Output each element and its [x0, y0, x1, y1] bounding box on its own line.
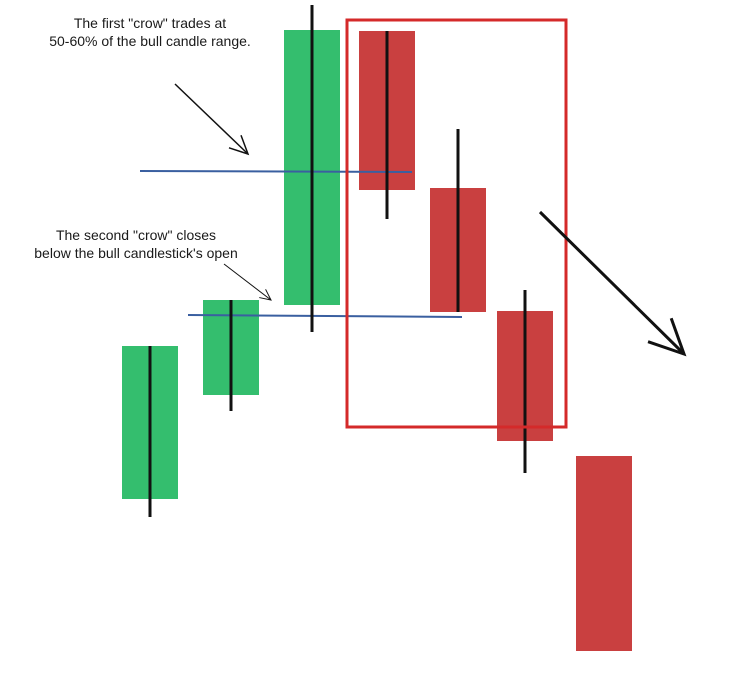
first-crow-annotation-line-2: 50-60% of the bull candle range.	[49, 33, 251, 49]
mid-range-level-line	[139, 170, 413, 173]
bull-open-level-line	[187, 314, 463, 318]
bear-candle-5-body	[576, 456, 632, 651]
second-crow-pointer-arrow	[223, 263, 272, 301]
crows-highlight-box	[345, 18, 568, 429]
crows-highlight	[345, 18, 568, 429]
candle-bodies	[122, 30, 632, 651]
first-crow-annotation-line-1: The first "crow" trades at	[73, 15, 227, 31]
second-crow-annotation-line-1: The second "crow" closes	[55, 227, 217, 243]
second-crow-annotation-line-2: below the bull candlestick's open	[34, 245, 238, 261]
candle-wicks	[148, 5, 527, 517]
second-crow-annotation: The second "crow" closes below the bull …	[26, 226, 246, 262]
first-crow-pointer-arrow	[174, 83, 250, 156]
annotation-arrows	[174, 83, 687, 357]
first-crow-annotation: The first "crow" trades at 50-60% of the…	[30, 14, 270, 50]
downtrend-arrow	[538, 210, 687, 357]
level-lines	[139, 170, 463, 318]
